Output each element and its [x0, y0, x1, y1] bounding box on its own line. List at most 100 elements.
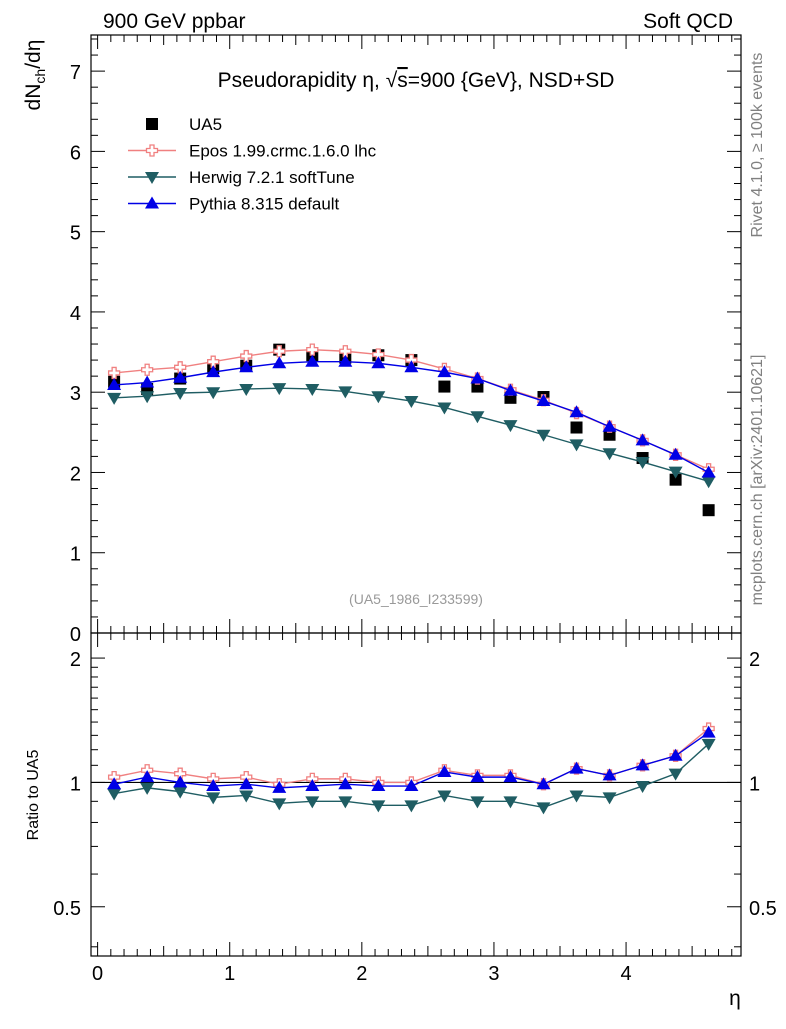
series-3-point [470, 371, 485, 384]
y-tick-label: 0 [70, 624, 81, 646]
series-1-point [240, 349, 253, 363]
series-3-point [206, 365, 221, 378]
series-2-ratio-point [305, 796, 320, 809]
ratio-tick-label-left: 0.5 [53, 898, 81, 920]
ratio-series-group [107, 722, 716, 815]
series-3-point [140, 375, 155, 388]
series-3-ratio-point [635, 758, 650, 771]
series-2-ratio-point [503, 796, 518, 809]
series-2-point [371, 391, 386, 404]
series-2-point [305, 383, 320, 396]
series-2-ratio-point [371, 800, 386, 813]
series-2-ratio-point [635, 781, 650, 794]
series-2-point [602, 448, 617, 461]
series-1-ratio-line [113, 728, 710, 785]
series-3-point [701, 465, 716, 478]
rivet-label: Rivet 4.1.0, ≥ 100k events [749, 53, 766, 238]
series-2-point [206, 387, 221, 400]
series-2-point [635, 457, 650, 470]
series-3-ratio-point [701, 725, 716, 738]
series-3-ratio-point [371, 779, 386, 792]
ylabel-tail: /dη [22, 40, 45, 69]
ratio-tick-label-right: 1 [749, 773, 760, 795]
main-series-group [107, 343, 716, 517]
series-3-ratio-point [206, 779, 221, 792]
series-3-ratio-point [437, 764, 452, 777]
title-sep: , [374, 69, 386, 92]
chart-title: Pseudorapidity η, √s=900 {GeV}, NSD+SD [218, 69, 615, 92]
series-3-ratio-point [569, 761, 584, 774]
series-3-ratio-point [668, 748, 683, 761]
series-2-point [338, 386, 353, 399]
series-3-ratio-point [602, 768, 617, 781]
series-3-ratio-point [404, 779, 419, 792]
series-3-ratio-point [272, 780, 287, 793]
series-2-ratio-point [470, 796, 485, 809]
series-2-ratio-point [272, 798, 287, 811]
series-2-point [536, 429, 551, 442]
series-2-ratio-line [114, 743, 710, 809]
series-2-ratio-point [536, 802, 551, 815]
series-2-ratio-point [437, 790, 452, 803]
series-2-ratio-point [569, 790, 584, 803]
header-right: Soft QCD [643, 10, 733, 33]
y-axis-label: dNch/dη [22, 40, 48, 111]
series-3-ratio-point [173, 775, 188, 788]
series-3-point [503, 383, 518, 396]
legend-marker-1 [145, 144, 159, 157]
series-3-point [437, 365, 452, 378]
y-tick-label: 1 [70, 544, 81, 566]
series-1-point [273, 345, 286, 358]
series-0-point [603, 428, 616, 441]
series-1-point [306, 343, 319, 356]
title-prefix: Pseudorapidity [218, 69, 363, 92]
y-tick-label: 5 [70, 223, 81, 245]
series-2-ratio-point [701, 738, 716, 751]
series-2-point [569, 439, 584, 452]
series-3-point [404, 360, 419, 373]
series-2-point [107, 392, 122, 405]
series-1-point [107, 366, 121, 380]
series-3-ratio-point [107, 777, 122, 790]
x-axis-label: η [729, 987, 741, 1010]
title-suffix: =900 {GeV}, NSD+SD [408, 69, 615, 92]
legend: UA5 Epos 1.99.crmc.1.6.0 lhc Herwig 7.2.1 … [128, 115, 377, 214]
series-2-point [272, 383, 287, 396]
legend-label-1: Epos 1.99.crmc.1.6.0 lhc [189, 142, 377, 161]
x-tick-label: 1 [224, 963, 235, 985]
series-1-point [140, 363, 154, 376]
y-tick-label: 4 [70, 303, 81, 325]
series-3-point [305, 354, 320, 367]
series-2-point [173, 387, 188, 400]
series-0-point [570, 421, 583, 434]
legend-marker-3 [145, 196, 159, 209]
series-3-point [668, 447, 683, 460]
y-tick-label: 2 [70, 463, 81, 485]
series-2-ratio-point [668, 768, 683, 781]
series-3-point [635, 433, 650, 446]
series-2-point [239, 383, 254, 396]
x-tick-label: 3 [488, 963, 499, 985]
series-3-point [602, 419, 617, 432]
title-s: s [397, 69, 408, 92]
legend-label-3: Pythia 8.315 default [189, 195, 340, 214]
ratio-tick-label-left: 1 [70, 773, 81, 795]
x-tick-label: 4 [620, 963, 631, 985]
x-tick-label: 0 [92, 963, 103, 985]
series-2-point [470, 411, 485, 424]
analysis-tag: (UA5_1986_I233599) [349, 591, 483, 607]
series-3-point [239, 360, 254, 373]
x-tick-label: 2 [356, 963, 367, 985]
series-2-point [701, 476, 716, 489]
legend-label-0: UA5 [189, 115, 222, 134]
ylabel-main: dN [22, 84, 45, 111]
series-3-point [272, 356, 287, 369]
series-2-ratio-point [140, 782, 155, 795]
series-1-point [174, 361, 187, 374]
series-3-ratio-point [305, 779, 320, 792]
axis-ticks [91, 35, 741, 956]
header-left: 900 GeV ppbar [103, 10, 245, 33]
title-eta: η [362, 69, 374, 92]
